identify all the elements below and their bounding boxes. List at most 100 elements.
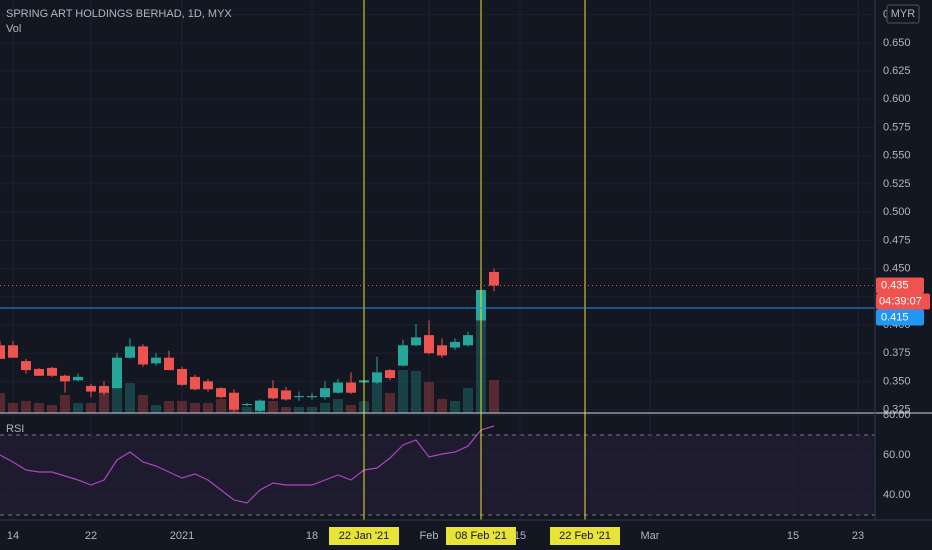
rsi-tick-label: 60.00 <box>883 449 911 461</box>
candle-body <box>398 345 408 366</box>
rsi-label: RSI <box>6 423 24 435</box>
candle-body <box>8 345 18 358</box>
candle-body <box>60 375 70 382</box>
y-tick-label: 0.350 <box>883 375 911 387</box>
countdown-box <box>876 293 930 310</box>
volume-bar <box>177 401 187 413</box>
volume-bar <box>0 393 5 413</box>
x-tick-label: 22 <box>85 530 97 542</box>
x-tick-highlight <box>329 527 399 545</box>
volume-bar <box>463 388 473 413</box>
volume-bar <box>333 399 343 413</box>
candle-body <box>47 367 57 376</box>
y-tick-label: 0.450 <box>883 262 911 274</box>
volume-bar <box>99 391 109 413</box>
level-label: 0.415 <box>881 311 909 323</box>
x-tick-label: 15 <box>787 530 799 542</box>
volume-bar <box>8 403 18 413</box>
rsi-tick-label: 80.00 <box>883 409 911 421</box>
volume-bar <box>203 403 213 413</box>
candle-body <box>307 396 317 398</box>
x-tick-highlight <box>446 527 516 545</box>
candle-body <box>99 385 109 393</box>
x-tick-highlight <box>550 527 620 545</box>
candle-body <box>489 271 499 286</box>
candle-body <box>242 403 252 406</box>
y-tick-label: 0.375 <box>883 347 911 359</box>
volume-bar <box>346 405 356 413</box>
candle-body <box>229 392 239 410</box>
x-tick-label: 18 <box>306 530 318 542</box>
x-tick-label: Mar <box>641 530 660 542</box>
currency-label[interactable]: MYR <box>891 8 916 20</box>
countdown-label: 04:39:07 <box>879 295 922 307</box>
candle-body <box>255 400 265 411</box>
y-tick-label: 0.625 <box>883 65 911 77</box>
volume-bar <box>190 403 200 413</box>
volume-bar <box>489 380 499 413</box>
volume-bar <box>21 401 31 413</box>
candle-body <box>138 346 148 365</box>
volume-bar <box>411 371 421 413</box>
marks <box>0 0 875 520</box>
volume-bar <box>294 407 304 413</box>
currency-box <box>886 4 920 24</box>
candle-body <box>450 341 460 348</box>
candle-body <box>411 337 421 346</box>
volume-bar <box>151 405 161 413</box>
volume-bar <box>242 407 252 413</box>
y-tick-label: 0.500 <box>883 206 911 218</box>
x-tick-label: 08 Feb '21 <box>455 530 507 542</box>
volume-bar <box>320 403 330 413</box>
x-tick-label: 15 <box>514 530 526 542</box>
x-tick-label: 22 Jan '21 <box>339 530 389 542</box>
volume-bar <box>424 382 434 413</box>
y-tick-label: 0.550 <box>883 150 911 162</box>
volume-bar <box>398 370 408 413</box>
volume-bar <box>281 407 291 413</box>
x-tick-label: 23 <box>852 530 864 542</box>
candle-body <box>216 388 226 398</box>
x-tick-label: 14 <box>7 530 19 542</box>
y-tick-label: 0.475 <box>883 234 911 246</box>
candle-body <box>320 388 330 398</box>
volume-bar <box>60 395 70 413</box>
candle-body <box>385 370 395 379</box>
candle-body <box>346 382 356 393</box>
candle-body <box>73 376 83 381</box>
candle-body <box>281 390 291 400</box>
y-tick-label: 0.575 <box>883 121 911 133</box>
candle-body <box>151 357 161 364</box>
candle-body <box>190 376 200 390</box>
last-price-label: 0.435 <box>881 279 909 291</box>
volume-bar <box>86 403 96 413</box>
candle-body <box>268 388 278 399</box>
rsi-line <box>0 425 495 504</box>
volume-bar <box>138 395 148 413</box>
volume-bar <box>437 399 447 413</box>
x-tick-label: 22 Feb '21 <box>559 530 611 542</box>
candle-body <box>112 357 122 389</box>
candle-body <box>203 381 213 390</box>
volume-bar <box>34 403 44 413</box>
candle-body <box>424 335 434 354</box>
candle-body <box>333 382 343 393</box>
volume-label: Vol <box>6 23 21 35</box>
volume-bar <box>47 405 57 413</box>
candle-body <box>34 368 44 376</box>
chart-title: SPRING ART HOLDINGS BERHAD, 1D, MYX <box>6 8 232 20</box>
volume-bar <box>385 393 395 413</box>
volume-bar <box>73 403 83 413</box>
candle-body <box>86 385 96 392</box>
candle-body <box>177 368 187 385</box>
candle-body <box>463 335 473 346</box>
y-tick-label: 0.600 <box>883 93 911 105</box>
candle-body <box>294 396 304 398</box>
candle-body <box>125 346 135 358</box>
y-tick-label: 0.525 <box>883 178 911 190</box>
grid <box>0 0 875 520</box>
candle-body <box>0 345 5 359</box>
